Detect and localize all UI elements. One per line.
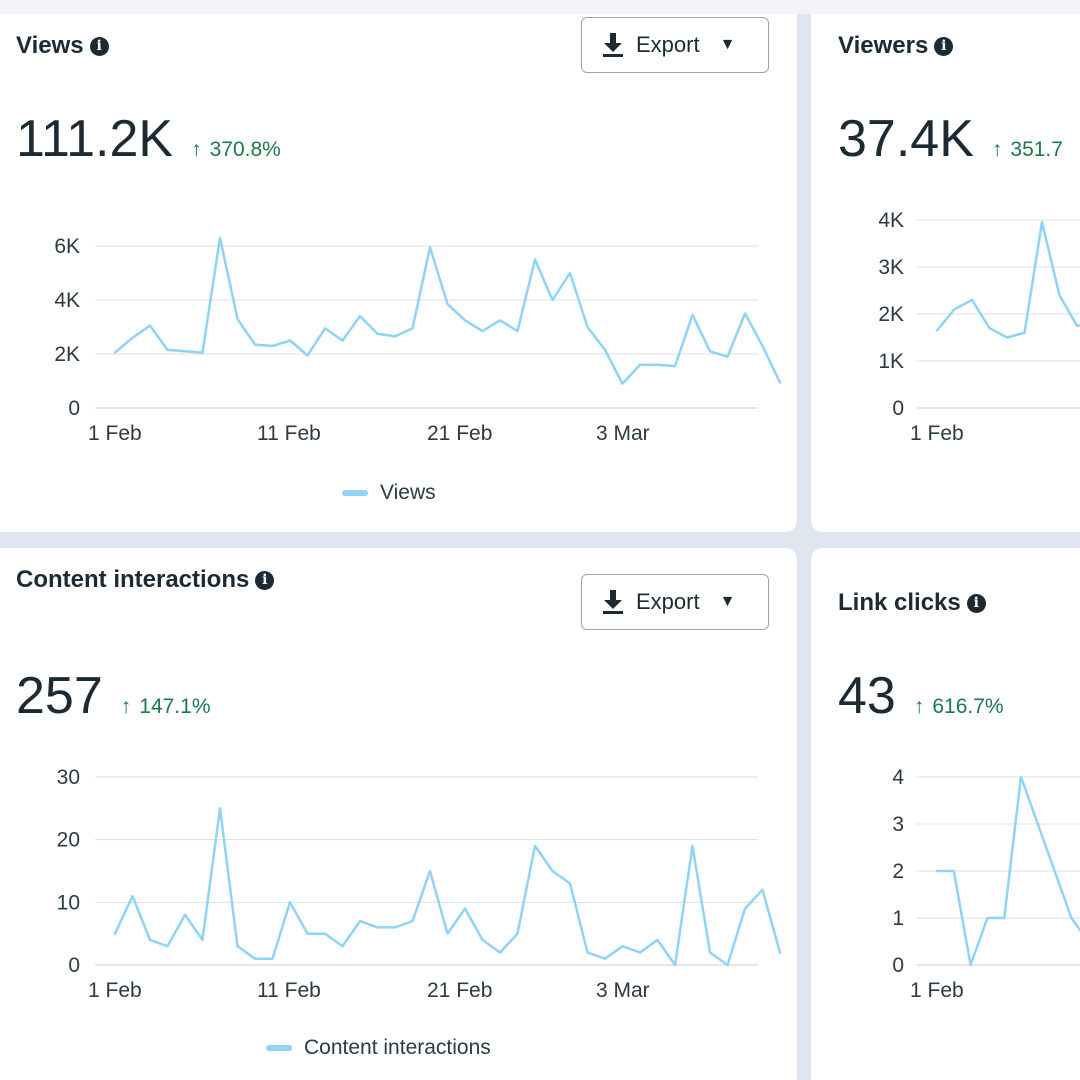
content-interactions-title-label: Content interactions	[16, 566, 250, 593]
y-tick-label: 0	[68, 954, 80, 977]
viewers-metric: 37.4K ↑ 351.7	[838, 109, 1063, 169]
y-tick-label: 0	[892, 954, 904, 977]
content-interactions-metric: 257 ↑ 147.1%	[16, 666, 211, 726]
info-circle-icon[interactable]: i	[966, 593, 986, 613]
content-interactions-value: 257	[16, 667, 103, 725]
viewers-value: 37.4K	[838, 110, 974, 168]
y-tick-label: 0	[892, 397, 904, 420]
x-tick-label: 1 Feb	[88, 422, 142, 445]
top-strip	[0, 0, 1080, 14]
download-icon	[603, 33, 623, 57]
views-card: Views i Export ▼ 111.2K ↑ 370.8% 0 2K 4K 6K…	[0, 14, 797, 532]
views-legend[interactable]: Views	[342, 481, 436, 505]
x-tick-label: 21 Feb	[427, 422, 492, 445]
download-icon	[603, 590, 623, 614]
viewers-title: Viewers i	[838, 32, 954, 60]
y-tick-label: 1K	[878, 350, 904, 373]
x-tick-label: 1 Feb	[910, 979, 964, 1002]
x-tick-label: 11 Feb	[257, 979, 321, 1002]
x-tick-label: 21 Feb	[427, 979, 492, 1002]
series-line[interactable]	[935, 775, 1080, 967]
views-title: Views i	[16, 32, 109, 60]
legend-swatch	[342, 490, 368, 496]
y-tick-label: 20	[57, 829, 80, 852]
export-button[interactable]: Export ▼	[581, 574, 769, 630]
content-interactions-chart: 0 10 20 30 1 Feb 11 Feb 21 Feb 3 Mar	[57, 766, 782, 1002]
views-metric: 111.2K ↑ 370.8%	[16, 109, 281, 169]
y-tick-label: 30	[57, 766, 80, 789]
content-interactions-legend[interactable]: Content interactions	[266, 1036, 491, 1060]
y-tick-label: 2K	[54, 343, 80, 366]
viewers-delta-value: 351.7	[1010, 138, 1063, 161]
series-line[interactable]	[113, 807, 782, 967]
y-tick-label: 1	[892, 907, 904, 930]
content-interactions-delta-value: 147.1%	[139, 695, 211, 718]
caret-down-icon: ▼	[719, 593, 736, 610]
views-legend-label: Views	[380, 481, 436, 504]
export-button[interactable]: Export ▼	[581, 17, 769, 73]
content-interactions-card: Content interactions i Export ▼ 257 ↑ 14…	[0, 548, 797, 1080]
info-circle-icon[interactable]: i	[255, 570, 275, 590]
x-tick-label: 11 Feb	[257, 422, 321, 445]
x-tick-label: 1 Feb	[88, 979, 142, 1002]
content-interactions-delta: ↑ 147.1%	[121, 695, 211, 719]
views-chart: 0 2K 4K 6K 1 Feb 11 Feb 21 Feb 3 Mar	[54, 235, 782, 445]
y-tick-label: 10	[57, 891, 80, 914]
series-line[interactable]	[113, 236, 782, 385]
x-tick-label: 1 Feb	[910, 422, 964, 445]
arrow-up-icon: ↑	[191, 138, 202, 161]
views-delta: ↑ 370.8%	[191, 138, 281, 162]
y-tick-label: 3	[892, 813, 904, 836]
link-clicks-delta: ↑ 616.7%	[914, 695, 1004, 719]
y-tick-label: 4	[892, 766, 904, 789]
link-clicks-value: 43	[838, 667, 896, 725]
link-clicks-metric: 43 ↑ 616.7%	[838, 666, 1004, 726]
y-tick-label: 6K	[54, 235, 80, 258]
export-label: Export	[636, 32, 700, 57]
y-tick-label: 4K	[878, 209, 904, 232]
caret-down-icon: ▼	[719, 36, 736, 53]
viewers-delta: ↑ 351.7	[992, 138, 1063, 162]
y-tick-label: 2	[892, 860, 904, 883]
y-tick-label: 4K	[54, 289, 80, 312]
link-clicks-title-label: Link clicks	[838, 589, 961, 616]
y-tick-label: 0	[68, 397, 80, 420]
views-title-label: Views	[16, 32, 84, 59]
y-tick-label: 3K	[878, 256, 904, 279]
legend-swatch	[266, 1045, 292, 1051]
views-delta-value: 370.8%	[209, 138, 281, 161]
info-circle-icon[interactable]: i	[89, 36, 109, 56]
arrow-up-icon: ↑	[913, 695, 925, 718]
x-tick-label: 3 Mar	[596, 979, 650, 1002]
link-clicks-delta-value: 616.7%	[932, 695, 1004, 718]
link-clicks-title: Link clicks i	[838, 589, 986, 617]
views-value: 111.2K	[16, 110, 174, 168]
export-label: Export	[636, 589, 700, 614]
arrow-up-icon: ↑	[120, 695, 132, 718]
series-line[interactable]	[935, 221, 1080, 339]
arrow-up-icon: ↑	[991, 138, 1003, 161]
info-circle-icon[interactable]: i	[934, 36, 954, 56]
content-interactions-legend-label: Content interactions	[304, 1036, 491, 1059]
x-tick-label: 3 Mar	[596, 422, 650, 445]
viewers-title-label: Viewers	[838, 32, 929, 59]
content-interactions-title: Content interactions i	[16, 566, 275, 594]
y-tick-label: 2K	[878, 303, 904, 326]
